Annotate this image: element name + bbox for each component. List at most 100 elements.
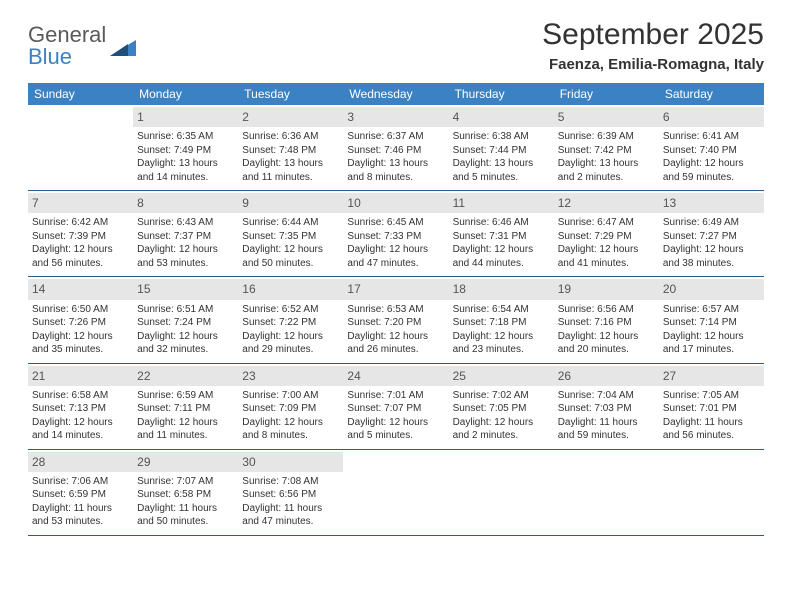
sunrise-text: Sunrise: 6:37 AM xyxy=(347,130,444,144)
sunset-text: Sunset: 6:58 PM xyxy=(137,488,234,502)
sunrise-text: Sunrise: 6:43 AM xyxy=(137,216,234,230)
sunset-text: Sunset: 7:11 PM xyxy=(137,402,234,416)
day-cell: 9Sunrise: 6:44 AMSunset: 7:35 PMDaylight… xyxy=(238,191,343,276)
sunrise-text: Sunrise: 7:05 AM xyxy=(663,389,760,403)
day-number: 5 xyxy=(554,107,659,127)
daylight-text: Daylight: 13 hours and 8 minutes. xyxy=(347,157,444,184)
daylight-text: Daylight: 12 hours and 44 minutes. xyxy=(453,243,550,270)
daylight-text: Daylight: 12 hours and 41 minutes. xyxy=(558,243,655,270)
sunrise-text: Sunrise: 7:01 AM xyxy=(347,389,444,403)
day-number: 23 xyxy=(238,366,343,386)
sunset-text: Sunset: 7:29 PM xyxy=(558,230,655,244)
sunrise-text: Sunrise: 6:36 AM xyxy=(242,130,339,144)
sunrise-text: Sunrise: 6:44 AM xyxy=(242,216,339,230)
sunrise-text: Sunrise: 6:47 AM xyxy=(558,216,655,230)
sunrise-text: Sunrise: 7:04 AM xyxy=(558,389,655,403)
sunset-text: Sunset: 7:31 PM xyxy=(453,230,550,244)
day-number: 1 xyxy=(133,107,238,127)
sunset-text: Sunset: 7:07 PM xyxy=(347,402,444,416)
day-number: 19 xyxy=(554,279,659,299)
sunset-text: Sunset: 7:03 PM xyxy=(558,402,655,416)
day-cell: 1Sunrise: 6:35 AMSunset: 7:49 PMDaylight… xyxy=(133,105,238,190)
daylight-text: Daylight: 12 hours and 47 minutes. xyxy=(347,243,444,270)
daylight-text: Daylight: 13 hours and 5 minutes. xyxy=(453,157,550,184)
daylight-text: Daylight: 13 hours and 11 minutes. xyxy=(242,157,339,184)
weekday-friday: Friday xyxy=(554,83,659,105)
day-cell: 10Sunrise: 6:45 AMSunset: 7:33 PMDayligh… xyxy=(343,191,448,276)
calendar-page: General Blue September 2025 Faenza, Emil… xyxy=(0,0,792,554)
day-number: 18 xyxy=(449,279,554,299)
sunset-text: Sunset: 7:13 PM xyxy=(32,402,129,416)
sunset-text: Sunset: 7:16 PM xyxy=(558,316,655,330)
day-number: 24 xyxy=(343,366,448,386)
header-row: General Blue September 2025 Faenza, Emil… xyxy=(28,18,764,73)
week-row: 14Sunrise: 6:50 AMSunset: 7:26 PMDayligh… xyxy=(28,277,764,363)
daylight-text: Daylight: 11 hours and 56 minutes. xyxy=(663,416,760,443)
daylight-text: Daylight: 12 hours and 26 minutes. xyxy=(347,330,444,357)
daylight-text: Daylight: 12 hours and 2 minutes. xyxy=(453,416,550,443)
day-cell: 12 Sunrise: 6:47 AMSunset: 7:29 PMDayligh… xyxy=(554,191,659,276)
day-cell: 30Sunrise: 7:08 AMSunset: 6:56 PMDayligh… xyxy=(238,450,343,535)
day-number: 7 xyxy=(28,193,133,213)
sunrise-text: Sunrise: 6:58 AM xyxy=(32,389,129,403)
sunrise-text: Sunrise: 6:51 AM xyxy=(137,303,234,317)
day-number: 26 xyxy=(554,366,659,386)
sunset-text: Sunset: 7:42 PM xyxy=(558,144,655,158)
logo-triangle-icon xyxy=(110,34,136,56)
day-cell: 8Sunrise: 6:43 AMSunset: 7:37 PMDaylight… xyxy=(133,191,238,276)
sunset-text: Sunset: 7:40 PM xyxy=(663,144,760,158)
daylight-text: Daylight: 12 hours and 17 minutes. xyxy=(663,330,760,357)
sunset-text: Sunset: 6:56 PM xyxy=(242,488,339,502)
day-number: 30 xyxy=(238,452,343,472)
day-cell: 23Sunrise: 7:00 AMSunset: 7:09 PMDayligh… xyxy=(238,364,343,449)
sunrise-text: Sunrise: 6:39 AM xyxy=(558,130,655,144)
day-number: 25 xyxy=(449,366,554,386)
sunrise-text: Sunrise: 6:50 AM xyxy=(32,303,129,317)
daylight-text: Daylight: 12 hours and 59 minutes. xyxy=(663,157,760,184)
weekday-sunday: Sunday xyxy=(28,83,133,105)
daylight-text: Daylight: 12 hours and 23 minutes. xyxy=(453,330,550,357)
day-number: 8 xyxy=(133,193,238,213)
day-cell: 19Sunrise: 6:56 AMSunset: 7:16 PMDayligh… xyxy=(554,277,659,362)
sunset-text: Sunset: 7:18 PM xyxy=(453,316,550,330)
title-block: September 2025 Faenza, Emilia-Romagna, I… xyxy=(542,18,764,73)
sunrise-text: Sunrise: 6:45 AM xyxy=(347,216,444,230)
sunrise-text: Sunrise: 6:57 AM xyxy=(663,303,760,317)
daylight-text: Daylight: 12 hours and 5 minutes. xyxy=(347,416,444,443)
logo-word2: Blue xyxy=(28,44,72,69)
day-number: 29 xyxy=(133,452,238,472)
sunrise-text: Sunrise: 6:53 AM xyxy=(347,303,444,317)
daylight-text: Daylight: 13 hours and 2 minutes. xyxy=(558,157,655,184)
day-cell: 4Sunrise: 6:38 AMSunset: 7:44 PMDaylight… xyxy=(449,105,554,190)
day-number: 12 xyxy=(554,193,659,213)
sunrise-text: Sunrise: 6:46 AM xyxy=(453,216,550,230)
sunset-text: Sunset: 7:44 PM xyxy=(453,144,550,158)
day-cell: 20Sunrise: 6:57 AMSunset: 7:14 PMDayligh… xyxy=(659,277,764,362)
daylight-text: Daylight: 12 hours and 20 minutes. xyxy=(558,330,655,357)
day-number: 4 xyxy=(449,107,554,127)
week-row: 21Sunrise: 6:58 AMSunset: 7:13 PMDayligh… xyxy=(28,364,764,450)
day-number: 16 xyxy=(238,279,343,299)
sunrise-text: Sunrise: 6:59 AM xyxy=(137,389,234,403)
sunset-text: Sunset: 7:01 PM xyxy=(663,402,760,416)
weekday-tuesday: Tuesday xyxy=(238,83,343,105)
day-number: 28 xyxy=(28,452,133,472)
day-cell: 11Sunrise: 6:46 AMSunset: 7:31 PMDayligh… xyxy=(449,191,554,276)
daylight-text: Daylight: 12 hours and 29 minutes. xyxy=(242,330,339,357)
week-row: 28Sunrise: 7:06 AMSunset: 6:59 PMDayligh… xyxy=(28,450,764,536)
sunrise-text: Sunrise: 7:00 AM xyxy=(242,389,339,403)
day-number: 9 xyxy=(238,193,343,213)
weekday-saturday: Saturday xyxy=(659,83,764,105)
day-cell: 17Sunrise: 6:53 AMSunset: 7:20 PMDayligh… xyxy=(343,277,448,362)
day-cell xyxy=(28,105,133,190)
day-cell: 7Sunrise: 6:42 AMSunset: 7:39 PMDaylight… xyxy=(28,191,133,276)
day-number: 3 xyxy=(343,107,448,127)
daylight-text: Daylight: 11 hours and 50 minutes. xyxy=(137,502,234,529)
day-cell: 27Sunrise: 7:05 AMSunset: 7:01 PMDayligh… xyxy=(659,364,764,449)
logo-text: General Blue xyxy=(28,24,106,68)
day-number: 10 xyxy=(343,193,448,213)
calendar-grid: Sunday Monday Tuesday Wednesday Thursday… xyxy=(28,83,764,536)
weekday-header-row: Sunday Monday Tuesday Wednesday Thursday… xyxy=(28,83,764,105)
daylight-text: Daylight: 11 hours and 59 minutes. xyxy=(558,416,655,443)
sunset-text: Sunset: 7:05 PM xyxy=(453,402,550,416)
